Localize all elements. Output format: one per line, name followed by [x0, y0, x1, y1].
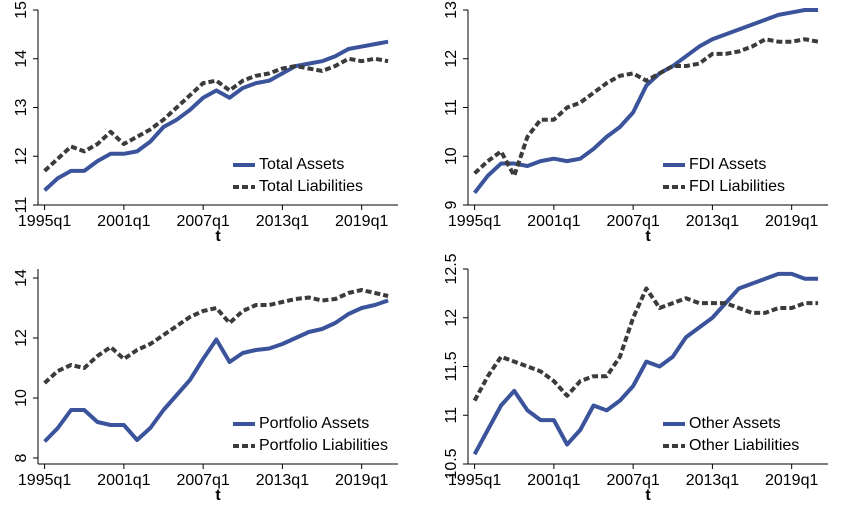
legend-label: Other Assets: [689, 415, 781, 432]
y-tick-label: 11: [13, 197, 30, 214]
y-tick-label: 9: [443, 200, 460, 209]
x-tick-label: 2013q1: [256, 472, 309, 489]
series-line: [43, 298, 389, 443]
x-tick-label: 1995q1: [18, 213, 71, 230]
x-tick-label: 2019q1: [335, 472, 388, 489]
y-tick-label: 13: [443, 1, 460, 19]
y-tick-label: 12: [443, 50, 460, 68]
y-tick-label: 10.5: [443, 448, 460, 479]
y-tick-label: 11: [443, 407, 460, 424]
legend-label: Total Liabilities: [259, 178, 363, 195]
x-tick-label: 1995q1: [448, 213, 501, 230]
x-tick-label: 2019q1: [765, 472, 818, 489]
series-line: [472, 286, 819, 402]
series-line: [43, 288, 389, 385]
legend-label: FDI Assets: [689, 156, 766, 173]
y-tick-label: 11: [443, 99, 460, 116]
series-line: [43, 39, 389, 192]
y-tick-label: 12: [13, 329, 30, 347]
legend-label: Total Assets: [259, 156, 344, 173]
x-tick-label: 1995q1: [448, 472, 501, 489]
x-tick-label: 2007q1: [606, 213, 659, 230]
x-axis-label: t: [645, 228, 651, 245]
x-tick-label: 2001q1: [97, 213, 150, 230]
x-axis-label: t: [645, 487, 651, 504]
x-axis-label: t: [215, 487, 221, 504]
series-line: [472, 271, 819, 456]
y-tick-label: 12: [443, 309, 460, 327]
legend-label: Portfolio Liabilities: [259, 437, 388, 454]
x-tick-label: 2007q1: [606, 472, 659, 489]
series-line: [43, 56, 389, 173]
x-tick-label: 2007q1: [176, 472, 229, 489]
x-tick-label: 2001q1: [527, 213, 580, 230]
y-tick-label: 14: [13, 269, 30, 287]
series-line: [473, 8, 819, 195]
legend-label: Other Liabilities: [689, 437, 799, 454]
y-tick-label: 8: [13, 453, 30, 462]
x-tick-label: 2013q1: [256, 213, 309, 230]
x-tick-label: 1995q1: [18, 472, 71, 489]
x-tick-label: 2019q1: [335, 213, 388, 230]
y-tick-label: 10: [13, 389, 30, 407]
x-tick-label: 2019q1: [765, 213, 818, 230]
x-tick-label: 2013q1: [686, 213, 739, 230]
y-tick-label: 15: [13, 1, 30, 19]
x-tick-label: 2013q1: [686, 472, 739, 489]
x-tick-label: 2001q1: [97, 472, 150, 489]
legend-label: FDI Liabilities: [689, 178, 785, 195]
y-tick-label: 12.5: [443, 253, 460, 284]
y-tick-label: 10: [443, 147, 460, 165]
x-tick-label: 2007q1: [176, 213, 229, 230]
series-line: [473, 37, 819, 178]
y-tick-label: 13: [13, 99, 30, 117]
y-tick-label: 14: [13, 50, 30, 68]
x-axis-label: t: [215, 228, 221, 245]
legend-label: Portfolio Assets: [259, 415, 369, 432]
y-tick-label: 11.5: [443, 351, 460, 381]
x-tick-label: 2001q1: [527, 472, 580, 489]
y-tick-label: 12: [13, 147, 30, 165]
